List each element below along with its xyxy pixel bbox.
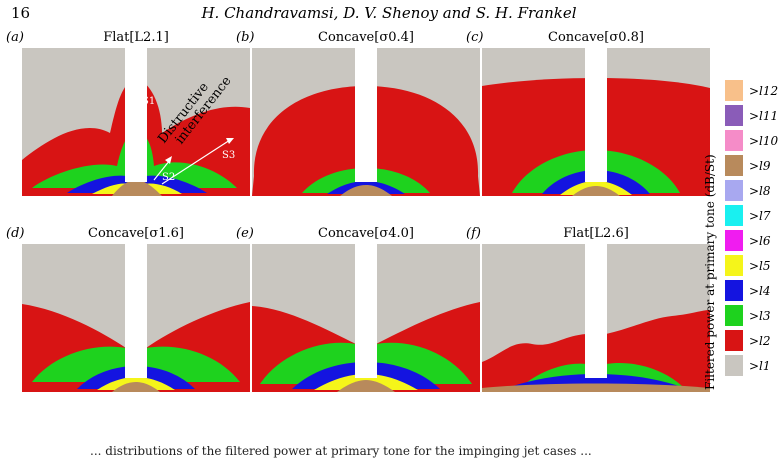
running-header: H. Chandravamsi, D. V. Shenoy and S. H. … [201, 4, 577, 22]
colorbar-swatch [725, 205, 743, 226]
panel-label: (a) [6, 30, 24, 45]
colorbar-label: >l6 [749, 234, 771, 248]
colorbar-label: >l11 [749, 109, 778, 123]
panel-label: (b) [236, 30, 255, 45]
panel-title: Concave[σ1.6] [88, 226, 184, 241]
colorbar-swatch [725, 180, 743, 201]
colorbar-title: Filtered power at primary tone (dB/St) [703, 154, 717, 390]
sound-field-plot [482, 48, 710, 196]
annotation-s2: S2 [162, 172, 175, 183]
annotation-s1: S1 [142, 96, 155, 107]
panel-title: Concave[σ0.8] [548, 30, 644, 45]
sound-field-plot: S1 S2 S3 Distructive interference [22, 48, 250, 196]
figure-caption: ... distributions of the filtered power … [90, 444, 592, 458]
panel-label: (d) [6, 226, 25, 241]
panel-label: (c) [466, 30, 484, 45]
colorbar-label: >l1 [749, 359, 771, 373]
colorbar-label: >l7 [749, 209, 771, 223]
colorbar-swatch [725, 355, 743, 376]
sound-field-plot [252, 48, 480, 196]
annotation-s3: S3 [222, 150, 235, 161]
colorbar-swatch [725, 305, 743, 326]
colorbar-label: >l5 [749, 259, 771, 273]
colorbar-swatch [725, 280, 743, 301]
panel-title: Concave[σ4.0] [318, 226, 414, 241]
colorbar-swatch [725, 130, 743, 151]
sound-field-plot [22, 244, 250, 392]
colorbar-swatch [725, 155, 743, 176]
colorbar-label: >l4 [749, 284, 771, 298]
colorbar-label: >l10 [749, 134, 778, 148]
panel-title: Flat[L2.1] [103, 30, 169, 45]
colorbar-swatch [725, 255, 743, 276]
colorbar-swatch [725, 105, 743, 126]
panel-label: (e) [236, 226, 254, 241]
panel-title: Flat[L2.6] [563, 226, 629, 241]
colorbar-label: >l12 [749, 84, 778, 98]
page-number: 16 [11, 4, 31, 22]
sound-field-plot [482, 244, 710, 392]
colorbar-label: >l2 [749, 334, 771, 348]
colorbar-label: >l8 [749, 184, 771, 198]
sound-field-plot [252, 244, 480, 392]
colorbar-label: >l3 [749, 309, 771, 323]
colorbar-swatch [725, 330, 743, 351]
colorbar-swatch [725, 230, 743, 251]
panel-title: Concave[σ0.4] [318, 30, 414, 45]
panel-label: (f) [466, 226, 481, 241]
colorbar-swatch [725, 80, 743, 101]
colorbar-label: >l9 [749, 159, 771, 173]
